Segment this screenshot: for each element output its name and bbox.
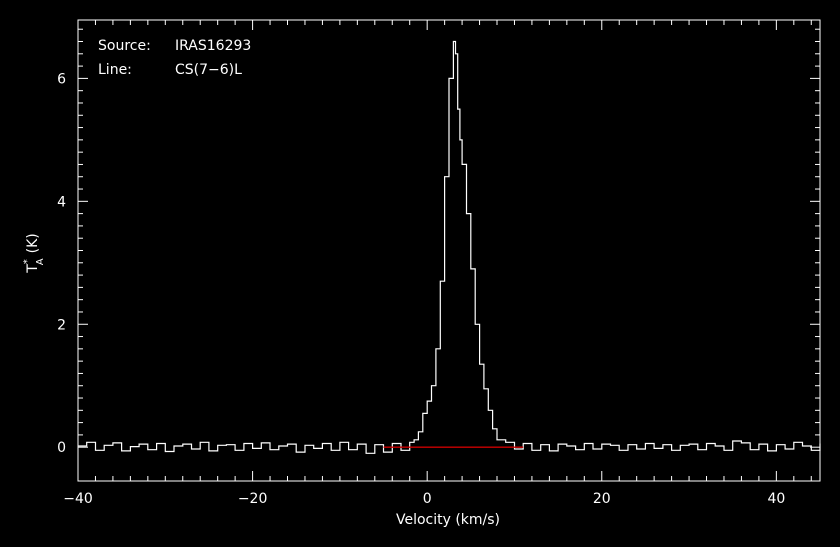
tick-labels: −40 −20 0 20 40 0 2 4 6 [57, 71, 785, 507]
y-axis-label: T* A (K) [22, 233, 46, 274]
x-tick-label: 0 [423, 491, 432, 507]
y-axis-label-symbol: T [25, 264, 41, 274]
x-tick-label: −20 [238, 491, 268, 507]
annotation-line-key: Line: [98, 62, 132, 78]
x-tick-label: 40 [767, 491, 785, 507]
x-tick-label: −40 [63, 491, 93, 507]
x-axis-label: Velocity (km/s) [396, 512, 500, 528]
y-axis-label-sub: A [35, 258, 46, 265]
axis-ticks [77, 20, 820, 481]
annotation-source-value: IRAS16293 [175, 38, 251, 54]
y-tick-label: 0 [57, 440, 66, 456]
y-tick-label: 4 [57, 194, 66, 210]
y-axis-label-sup: * [22, 259, 33, 264]
annotation-line-value: CS(7−6)L [175, 62, 242, 78]
annotation-source-key: Source: [98, 38, 151, 54]
y-axis-label-unit: (K) [25, 233, 41, 253]
svg-text:T*A(K): T* A (K) [22, 233, 46, 274]
x-tick-label: 20 [593, 491, 611, 507]
spectrum-line [78, 40, 821, 454]
data-series [78, 40, 821, 454]
y-tick-label: 2 [57, 317, 66, 333]
y-tick-label: 6 [57, 71, 66, 87]
